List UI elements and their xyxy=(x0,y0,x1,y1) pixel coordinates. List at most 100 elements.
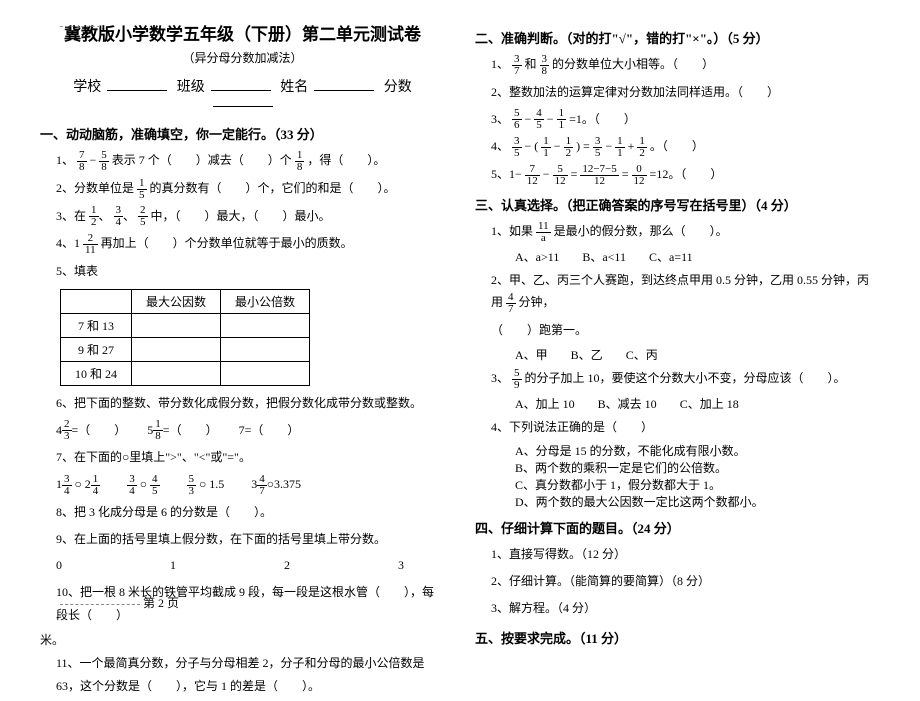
score-label: 分数 xyxy=(384,80,412,95)
frac-3-4b: 34 xyxy=(62,474,72,497)
q6c: 7=（ ） xyxy=(239,423,300,437)
decorative-line xyxy=(60,26,100,27)
f35b: 35 xyxy=(593,136,603,159)
frac-1-8: 18 xyxy=(295,150,305,173)
f56: 56 xyxy=(512,108,522,131)
opt-c: C、a=11 xyxy=(649,250,693,264)
sec5-head: 五、按要求完成。（11 分） xyxy=(475,628,880,647)
f35: 35 xyxy=(512,136,522,159)
sec3-q4b: B、两个数的乘积一定是它们的公倍数。 xyxy=(515,459,880,476)
opt-b: B、a<11 xyxy=(582,250,626,264)
frac-3-8: 38 xyxy=(540,54,550,77)
name-label: 姓名 xyxy=(280,80,308,95)
sec1-q4: 4、1 211 再加上（ ）个分数单位就等于最小的质数。 xyxy=(56,232,445,256)
frac-1-4: 14 xyxy=(91,474,101,497)
s2q3b: =1。（ ） xyxy=(569,112,636,126)
sec4-q3: 3、解方程。（4 分） xyxy=(491,597,880,620)
sec3-q4a: A、分母是 15 的分数，不能化成有限小数。 xyxy=(515,442,880,459)
s2q1b: 和 xyxy=(525,57,537,71)
sec3-q1-opts: A、a>11 B、a<11 C、a=11 xyxy=(515,248,880,265)
q1-label: 1、 xyxy=(56,153,74,167)
sec2-q4: 4、 35 − ( 11 − 12 ) = 35 − 11 + 12 。（ ） xyxy=(491,135,880,159)
frac-4-5: 45 xyxy=(150,474,160,497)
page-number: 第 2 页 xyxy=(143,596,179,610)
sec2-head: 二、准确判断。（对的打"√"，错的打"×"。）（5 分） xyxy=(475,28,880,47)
f1275: 12−7−512 xyxy=(580,164,618,187)
sec3-q1: 1、如果 11a 是最小的假分数，那么（ ）。 xyxy=(491,220,880,244)
s2q5b: =12。（ ） xyxy=(650,167,723,181)
right-column: 二、准确判断。（对的打"√"，错的打"×"。）（5 分） 1、 37 和 38 … xyxy=(475,20,880,701)
sec2-q1: 1、 37 和 38 的分数单位大小相等。（ ） xyxy=(491,53,880,77)
sec1-q11: 11、一个最简真分数，分子与分母相差 2，分子和分母的最小公倍数是 63，这个分… xyxy=(56,652,445,698)
sec1-q9: 9、在上面的括号里填上假分数，在下面的括号里填上带分数。 xyxy=(56,528,445,551)
c2: ○ xyxy=(137,477,150,491)
opt-c3: C、加上 18 xyxy=(680,397,739,411)
f512: 512 xyxy=(553,164,568,187)
q3-end: 中，（ ）最大，（ ）最小。 xyxy=(151,209,331,223)
page-subtitle: （异分母分数加减法） xyxy=(40,49,445,66)
opt-c2: C、丙 xyxy=(626,348,658,362)
s2q3: 3、 xyxy=(491,112,509,126)
frac-5-8: 58 xyxy=(99,150,109,173)
sec2-q2: 2、整数加法的运算定律对分数加法同样适用。（ ） xyxy=(491,81,880,104)
s3q1: 1、如果 xyxy=(491,224,533,238)
f12b: 12 xyxy=(564,136,574,159)
sec1-q10b: 米。 xyxy=(40,631,445,648)
sec3-q4c: C、真分数都小于 1，假分数都大于 1。 xyxy=(515,476,880,493)
frac-1-8b: 18 xyxy=(153,419,163,442)
f11a: 11a xyxy=(536,221,551,244)
s2q1c: 的分数单位大小相等。（ ） xyxy=(552,57,714,71)
q2-end: 的真分数有（ ）个，它们的和是（ ）。 xyxy=(150,181,396,195)
sec1-q1: 1、 78 − 58 表示 7 个（ ）减去（ ）个 18 ，得（ ）。 xyxy=(56,149,445,173)
r1: 7 和 13 xyxy=(61,313,132,337)
sec1-q7-line: 134 ○ 214 34 ○ 45 53 ○ 1.5 347○3.375 xyxy=(56,473,445,497)
sec3-q2-opts: A、甲 B、乙 C、丙 xyxy=(515,346,880,363)
sec3-q3-opts: A、加上 10 B、减去 10 C、加上 18 xyxy=(515,395,880,412)
f12c: 12 xyxy=(637,136,647,159)
s3q1b: 是最小的假分数，那么（ ）。 xyxy=(554,224,728,238)
r2: 9 和 27 xyxy=(61,337,132,361)
frac-3-4: 34 xyxy=(114,205,124,228)
f11: 11 xyxy=(557,108,567,131)
frac-1-2: 12 xyxy=(89,205,99,228)
s2q4: 4、 xyxy=(491,139,509,153)
sec1-q3: 3、在 12、 34、 25 中，（ ）最大，（ ）最小。 xyxy=(56,205,445,229)
sec4-head: 四、仔细计算下面的题目。（24 分） xyxy=(475,518,880,537)
sec1-q2: 2、分数单位是 15 的真分数有（ ）个，它们的和是（ ）。 xyxy=(56,177,445,201)
sec1-head: 一、动动脑筋，准确填空，你一定能行。（33 分） xyxy=(40,124,445,143)
opt-a3: A、加上 10 xyxy=(515,397,575,411)
q4-end: 再加上（ ）个分数单位就等于最小的质数。 xyxy=(101,236,353,250)
c1: ○ xyxy=(72,477,85,491)
factor-table: 最大公因数最小公倍数 7 和 13 9 和 27 10 和 24 xyxy=(60,289,310,386)
frac-4-7: 47 xyxy=(257,474,267,497)
th1: 最大公因数 xyxy=(132,289,221,313)
school-blank xyxy=(107,90,167,91)
q6eq1: =（ ） xyxy=(72,423,121,437)
frac-2-3: 23 xyxy=(62,419,72,442)
class-blank xyxy=(211,90,271,91)
f59: 59 xyxy=(512,368,522,391)
frac-5-3: 53 xyxy=(187,474,197,497)
frac-3-7: 37 xyxy=(512,54,522,77)
school-label: 学校 xyxy=(73,80,101,95)
r3: 10 和 24 xyxy=(61,361,132,385)
sec3-head: 三、认真选择。（把正确答案的序号写在括号里）（4 分） xyxy=(475,195,880,214)
page-footer: 第 2 页 xyxy=(60,594,179,611)
sec1-q9-line: 0 1 2 3 xyxy=(56,554,445,577)
footer-line xyxy=(60,604,140,605)
f712: 712 xyxy=(525,164,540,187)
opt-a: A、a>11 xyxy=(515,250,559,264)
s3q3: 3、 xyxy=(491,371,509,385)
s2q1a: 1、 xyxy=(491,57,509,71)
q1-end: ，得（ ）。 xyxy=(307,153,385,167)
q2-text: 2、分数单位是 xyxy=(56,181,134,195)
f11c: 11 xyxy=(615,136,625,159)
sec1-q7: 7、在下面的○里填上">"、"<"或"="。 xyxy=(56,446,445,469)
sec4-q1: 1、直接写得数。（12 分） xyxy=(491,543,880,566)
q1-text: 表示 7 个（ ）减去（ ）个 xyxy=(112,153,292,167)
th2: 最小公倍数 xyxy=(221,289,310,313)
q6eq2: =（ ） xyxy=(163,423,212,437)
opt-b3: B、减去 10 xyxy=(598,397,657,411)
f11b: 11 xyxy=(541,136,551,159)
s2q4b: 。（ ） xyxy=(650,139,704,153)
